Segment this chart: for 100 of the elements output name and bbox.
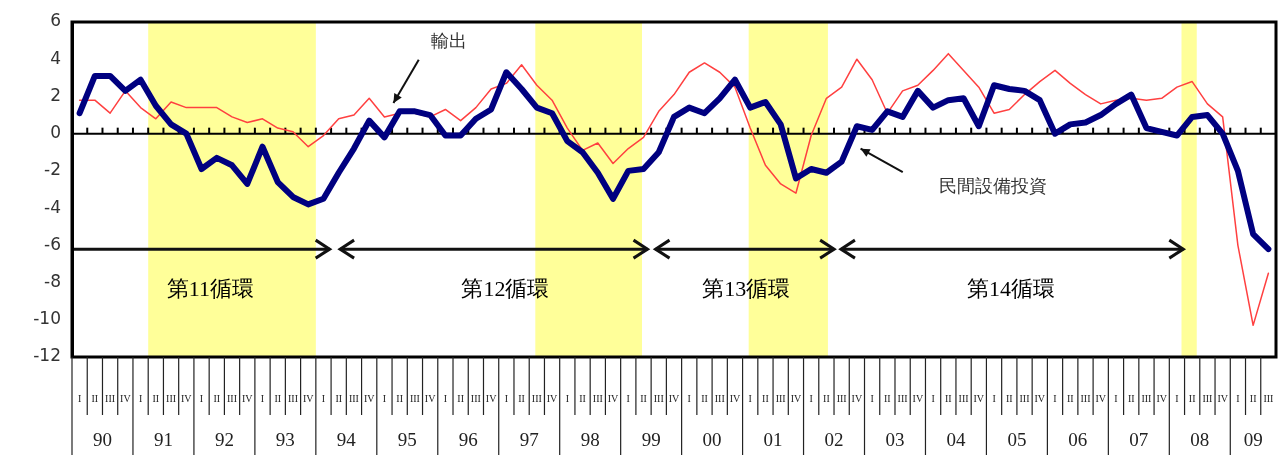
text: 09 xyxy=(1243,428,1263,450)
x-tick-label: III xyxy=(348,392,359,404)
y-tick-label: -4 xyxy=(44,196,61,217)
y-tick-label: -2 xyxy=(44,159,61,180)
x-tick-label: IV xyxy=(363,392,376,404)
x-tick-label: II xyxy=(762,392,769,404)
x-tick-label: II xyxy=(1188,392,1196,404)
text: 95 xyxy=(397,428,417,450)
x-tick-label: III xyxy=(958,392,969,404)
x-tick-label: IV xyxy=(790,392,802,404)
text: 00 xyxy=(702,428,722,450)
x-tick-label: I xyxy=(382,392,387,404)
y-tick-label: 6 xyxy=(50,10,61,31)
x-tick-label: II xyxy=(518,392,525,404)
x-tick-label: III xyxy=(1019,392,1030,404)
text: 94 xyxy=(336,428,357,450)
x-tick-label: II xyxy=(396,392,404,404)
x-tick-label: III xyxy=(714,392,725,404)
x-tick-label: I xyxy=(809,392,813,404)
text: 02 xyxy=(824,428,844,450)
y-tick-label: -8 xyxy=(44,270,61,291)
text: 07 xyxy=(1129,428,1149,450)
x-tick-label: IV xyxy=(1156,392,1168,404)
x-tick-label: III xyxy=(775,392,786,404)
x-tick-label: I xyxy=(748,392,752,404)
x-tick-label: I xyxy=(443,392,448,404)
x-tick-label: IV xyxy=(1217,392,1229,404)
annotation: 第13循環 xyxy=(702,275,791,301)
x-tick-label: IV xyxy=(851,392,863,404)
x-tick-label: IV xyxy=(424,392,437,404)
text: 92 xyxy=(214,428,234,450)
x-tick-label: II xyxy=(274,392,282,404)
x-tick-label: I xyxy=(138,392,143,404)
x-tick-label: II xyxy=(944,392,952,404)
text: 90 xyxy=(92,428,112,450)
x-tick-label: III xyxy=(592,392,603,404)
x-tick-label: IV xyxy=(668,392,681,404)
x-tick-label: II xyxy=(823,392,830,404)
x-tick-label: III xyxy=(409,392,420,404)
x-tick-label: II xyxy=(579,392,586,404)
y-tick-label: 0 xyxy=(50,122,61,143)
x-tick-label: I xyxy=(565,392,569,404)
x-tick-label: III xyxy=(1202,392,1213,404)
x-tick-label: II xyxy=(457,392,464,404)
x-tick-label: III xyxy=(1141,392,1152,404)
x-tick-label: IV xyxy=(181,392,193,404)
x-tick-label: III xyxy=(227,392,238,404)
x-tick-label: III xyxy=(1263,392,1274,404)
x-tick-label: III xyxy=(836,392,847,404)
text: 08 xyxy=(1190,428,1210,450)
text: 民間設備投資 xyxy=(939,174,1048,196)
x-tick-label: III xyxy=(1080,392,1091,404)
x-tick-label: I xyxy=(1114,392,1118,404)
x-tick-label: II xyxy=(152,392,160,404)
x-tick-label: III xyxy=(897,392,908,404)
x-tick-label: IV xyxy=(546,392,559,404)
y-tick-label: 2 xyxy=(50,84,61,105)
x-tick-label: IV xyxy=(973,392,985,404)
text: 91 xyxy=(153,428,173,450)
x-tick-label: IV xyxy=(912,392,924,404)
x-tick-label: IV xyxy=(1034,392,1046,404)
x-tick-label: III xyxy=(531,392,542,404)
x-tick-label: III xyxy=(470,392,481,404)
x-tick-label: II xyxy=(213,392,221,404)
x-tick-label: II xyxy=(91,392,99,404)
x-tick-label: I xyxy=(992,392,996,404)
x-tick-label: III xyxy=(653,392,664,404)
text: 04 xyxy=(946,428,966,450)
text: 97 xyxy=(519,428,539,450)
text: 06 xyxy=(1068,428,1088,450)
x-tick-label: I xyxy=(77,392,82,404)
text: 輸出 xyxy=(430,29,467,51)
y-tick-label: -10 xyxy=(33,308,61,329)
x-tick-label: I xyxy=(321,392,326,404)
x-tick-label: III xyxy=(166,392,177,404)
x-tick-label: IV xyxy=(302,392,315,404)
x-tick-label: II xyxy=(1127,392,1135,404)
x-tick-label: I xyxy=(1053,392,1057,404)
x-tick-label: IV xyxy=(729,392,742,404)
y-tick-label: -12 xyxy=(33,345,61,366)
x-tick-label: I xyxy=(1175,392,1179,404)
annotation: 第14循環 xyxy=(967,275,1056,301)
x-tick-label: I xyxy=(504,392,509,404)
x-tick-label: III xyxy=(287,392,298,404)
x-tick-label: II xyxy=(335,392,343,404)
x-tick-label: III xyxy=(105,392,116,404)
x-tick-label: IV xyxy=(120,392,132,404)
text: 03 xyxy=(885,428,905,450)
x-tick-label: II xyxy=(1005,392,1013,404)
text: 96 xyxy=(458,428,478,450)
y-tick-label: -6 xyxy=(44,233,61,254)
annotation: 第11循環 xyxy=(166,275,255,301)
x-tick-label: I xyxy=(260,392,265,404)
y-tick-label: 4 xyxy=(50,47,61,68)
x-tick-label: I xyxy=(870,392,874,404)
x-tick-label: IV xyxy=(607,392,620,404)
x-tick-label: II xyxy=(640,392,647,404)
x-tick-label: I xyxy=(199,392,204,404)
text: 99 xyxy=(641,428,661,450)
text: 98 xyxy=(580,428,600,450)
